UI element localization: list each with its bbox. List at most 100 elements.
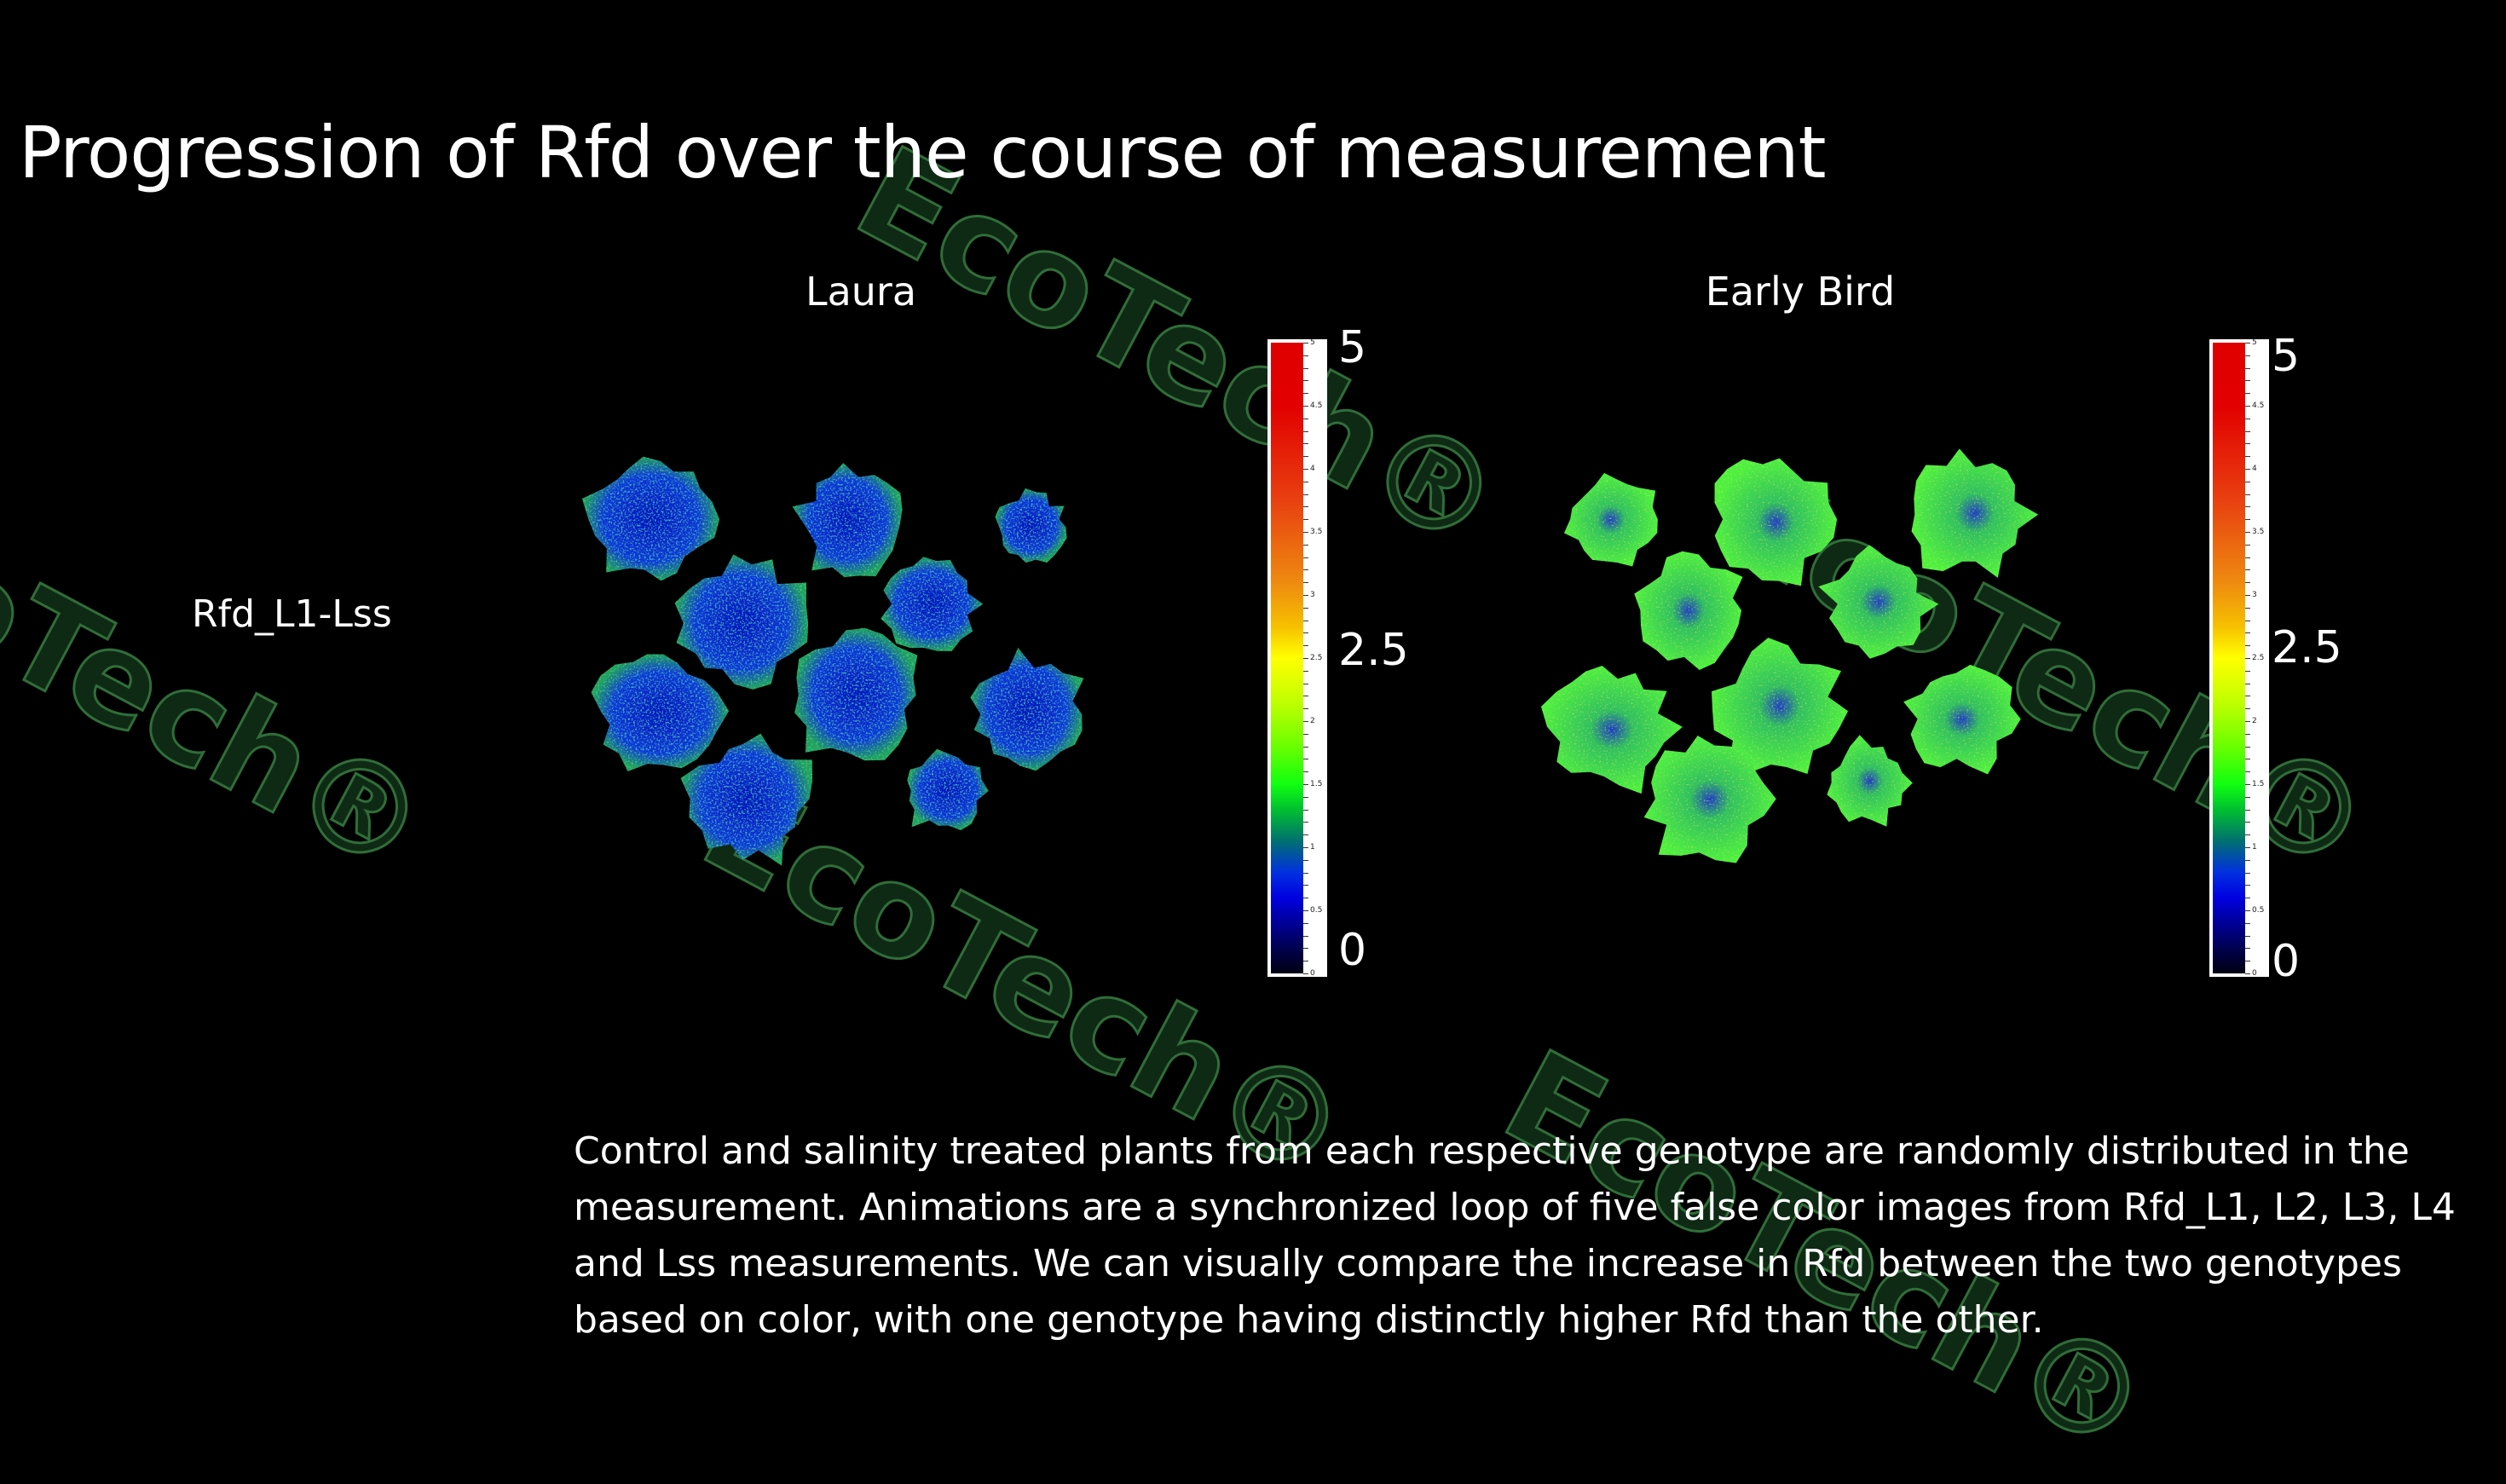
colorbar-tick xyxy=(2245,380,2250,382)
colorbar-tick xyxy=(2245,582,2250,584)
colorbar-tick xyxy=(2245,532,2250,533)
colorbar-tick xyxy=(2245,670,2250,672)
plant-rosette xyxy=(1643,736,1776,863)
colorbar-tick xyxy=(2245,632,2250,634)
plant-rosette xyxy=(794,627,918,761)
colorbar-min-label: 0 xyxy=(1338,925,1367,976)
colorbar-tick xyxy=(2245,746,2250,748)
plant-rosette xyxy=(1712,638,1849,775)
colorbar-tick xyxy=(2245,519,2250,521)
colorbar-tick xyxy=(1303,834,1308,836)
colorbar-tick xyxy=(1303,607,1308,609)
colorbar-tick xyxy=(1303,595,1308,596)
colorbar-tick xyxy=(1303,796,1308,798)
false-color-images xyxy=(581,448,2039,866)
colorbar-tick xyxy=(1303,847,1308,848)
colorbar-tick-label: 5 xyxy=(2252,338,2257,347)
colorbar-tick xyxy=(1303,885,1308,886)
colorbar-tick xyxy=(1303,708,1308,710)
colorbar-tick-label: 3 xyxy=(2252,591,2257,599)
colorbar-tick xyxy=(1303,443,1308,445)
colorbar-tick xyxy=(2245,456,2250,458)
colorbar-tick xyxy=(1303,532,1308,533)
colorbar-tick-label: 1.5 xyxy=(1310,780,1323,788)
colorbar-tick xyxy=(2245,645,2250,647)
colorbar-tick xyxy=(2245,809,2250,811)
plant-rosette xyxy=(1563,472,1658,567)
colorbar-tick-label: 3.5 xyxy=(2252,528,2265,536)
colorbar-tick xyxy=(1303,430,1308,432)
colorbar-tick-label: 0.5 xyxy=(2252,906,2265,915)
colorbar-tick xyxy=(1303,733,1308,735)
colorbar-tick xyxy=(2245,343,2250,344)
genotype-label-laura: Laura xyxy=(805,269,917,315)
colorbar-tick xyxy=(2245,973,2250,974)
colorbar-tick xyxy=(2245,796,2250,798)
colorbar-tick xyxy=(1303,469,1308,470)
colorbar-tick xyxy=(1303,645,1308,647)
colorbar-tick xyxy=(1303,456,1308,458)
colorbar-tick xyxy=(2245,469,2250,470)
colorbar-tick-label: 0.5 xyxy=(1310,906,1323,915)
colorbar-tick xyxy=(2245,733,2250,735)
colorbar-tick xyxy=(1303,809,1308,811)
colorbar-tick xyxy=(2245,367,2250,369)
colorbar-tick xyxy=(1303,557,1308,558)
colorbar-ticks: 5 4.5 4 3.5 3 2.5 2 1.5 1 0.5 0 xyxy=(2245,338,2269,978)
colorbar-tick xyxy=(2245,430,2250,432)
colorbar-tick-label: 2.5 xyxy=(1310,654,1323,662)
colorbar-tick xyxy=(1303,910,1308,911)
colorbar-tick xyxy=(1303,519,1308,521)
colorbar-gradient xyxy=(2213,343,2245,973)
plant-rosette xyxy=(1634,551,1743,671)
colorbar-tick xyxy=(1303,494,1308,495)
colorbar-tick xyxy=(2245,922,2250,924)
colorbar-tick xyxy=(1303,355,1308,356)
colorbar-tick xyxy=(2245,557,2250,558)
plant-rosette xyxy=(680,733,812,866)
plant-rosette xyxy=(1818,545,1939,659)
early-bird-plants-image xyxy=(1540,448,2039,863)
colorbar-tick-label: 4 xyxy=(1310,465,1315,473)
colorbar-tick xyxy=(2245,948,2250,950)
colorbar-tick xyxy=(2245,935,2250,937)
colorbar-tick xyxy=(2245,595,2250,596)
plant-rosette xyxy=(1903,664,2021,775)
colorbar-tick-label: 0 xyxy=(2252,969,2257,978)
plant-rosette xyxy=(1827,735,1913,827)
colorbar-mid-label: 2.5 xyxy=(2272,622,2342,673)
colorbar-tick-label: 1 xyxy=(2252,843,2257,852)
plant-rosette xyxy=(881,557,984,651)
plant-rosette xyxy=(674,554,809,690)
colorbar-tick-label: 2 xyxy=(2252,717,2257,725)
colorbar-laura: 5 4.5 4 3.5 3 2.5 2 1.5 1 0.5 0 xyxy=(1267,338,1327,978)
colorbar-max-label: 5 xyxy=(1338,322,1367,373)
description-text: Control and salinity treated plants from… xyxy=(574,1129,2456,1342)
plant-rosette xyxy=(792,463,903,578)
colorbar-tick xyxy=(2245,393,2250,395)
colorbar-tick xyxy=(2245,658,2250,659)
colorbar-tick-label: 1.5 xyxy=(2252,780,2265,788)
colorbar-tick xyxy=(1303,784,1308,785)
colorbar-early-bird: 5 4.5 4 3.5 3 2.5 2 1.5 1 0.5 0 xyxy=(2209,338,2269,978)
colorbar-tick xyxy=(1303,922,1308,924)
colorbar-tick xyxy=(1303,721,1308,722)
plant-rosette xyxy=(591,654,730,772)
plant-rosette xyxy=(970,648,1084,771)
colorbar-tick xyxy=(2245,910,2250,911)
colorbar-tick xyxy=(1303,506,1308,508)
colorbar-tick xyxy=(1303,406,1308,407)
colorbar-tick xyxy=(2245,721,2250,722)
plant-rosette xyxy=(1714,458,1838,586)
colorbar-tick xyxy=(1303,393,1308,395)
colorbar-tick xyxy=(2245,443,2250,445)
colorbar-tick xyxy=(1303,380,1308,382)
colorbar-tick xyxy=(2245,872,2250,874)
colorbar-min-label: 0 xyxy=(2272,936,2301,987)
colorbar-tick xyxy=(2245,607,2250,609)
colorbar-tick xyxy=(2245,822,2250,823)
colorbar-tick-label: 5 xyxy=(1310,338,1315,347)
colorbar-tick-label: 4.5 xyxy=(1310,401,1323,410)
plant-rosette xyxy=(1911,448,2039,578)
plant-rosette xyxy=(581,456,720,581)
